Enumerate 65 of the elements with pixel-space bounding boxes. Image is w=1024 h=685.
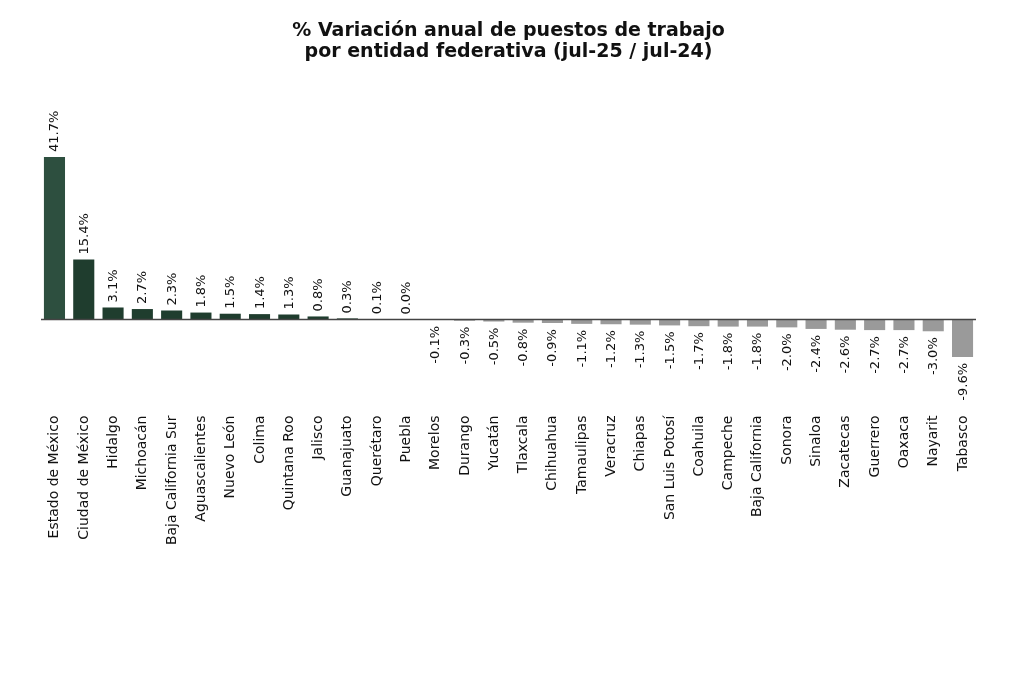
data-label: -0.3% [456, 326, 472, 365]
data-label: -2.4% [808, 334, 824, 373]
x-tick-label: Tamaulipas [572, 415, 589, 495]
data-label: -9.6% [954, 363, 970, 401]
data-label: 0.1% [368, 281, 384, 315]
x-tick-label: Baja California Sur [162, 415, 179, 546]
data-label: -1.8% [749, 332, 765, 371]
data-label: -0.1% [427, 325, 443, 364]
data-label: -2.0% [778, 333, 794, 372]
data-label: 1.4% [251, 276, 267, 310]
text: % Variación anual de puestos de trabajo [292, 17, 725, 40]
x-tick-label: Yucatán [484, 415, 501, 472]
data-label: 15.4% [75, 213, 91, 255]
data-label: -1.5% [661, 331, 677, 370]
data-label: 3.1% [105, 269, 121, 303]
x-tick-label: Tabasco [953, 415, 970, 473]
x-tick-label: Puebla [396, 415, 413, 463]
x-tick-label: Durango [455, 415, 472, 476]
x-tick-label: Baja California [748, 415, 765, 518]
x-tick-label: Ciudad de México [74, 415, 91, 540]
data-label: -2.7% [866, 336, 882, 374]
data-label: -1.3% [632, 330, 648, 369]
x-tick-label: Coahuila [689, 415, 706, 477]
x-tick-label: Zacatecas [836, 415, 853, 488]
x-tick-label: Veracruz [602, 415, 619, 477]
x-tick-label: Aguascalientes [191, 415, 208, 522]
data-label: -0.8% [515, 328, 531, 367]
x-tick-label: Nuevo León [221, 415, 238, 499]
data-label: -0.5% [485, 327, 501, 366]
data-label: 2.7% [134, 271, 150, 305]
data-label: -1.8% [720, 332, 736, 371]
x-tick-label: Sonora [777, 415, 794, 465]
x-tick-label: Colima [250, 415, 267, 464]
x-tick-label: Guerrero [865, 415, 882, 478]
data-label: -1.1% [573, 329, 589, 368]
x-tick-label: San Luis Potosí [660, 414, 677, 521]
data-label: 41.7% [46, 110, 62, 152]
x-tick-label: Chihuahua [543, 415, 560, 491]
data-label: 1.3% [280, 276, 296, 310]
x-tick-label: Guanajuato [338, 415, 355, 497]
data-label: 1.8% [192, 274, 208, 308]
data-label: 1.5% [222, 275, 238, 309]
x-tick-label: Nayarit [924, 415, 941, 467]
x-tick-label: Campeche [719, 415, 736, 491]
data-label: -2.6% [837, 335, 853, 374]
x-tick-label: Quintana Roo [279, 415, 296, 511]
x-tick-label: Michoacán [133, 415, 150, 491]
data-label: -1.7% [690, 332, 706, 370]
data-label: -2.7% [895, 336, 911, 374]
x-tick-label: Estado de México [45, 415, 62, 539]
data-label: -3.0% [925, 337, 941, 375]
data-label: 0.0% [397, 281, 413, 315]
x-tick-label: Oaxaca [894, 415, 911, 469]
x-tick-label: Morelos [426, 415, 443, 470]
data-label: 0.3% [339, 280, 355, 314]
x-tick-label: Hidalgo [104, 415, 121, 469]
x-tick-label: Chiapas [631, 415, 648, 472]
data-label: -1.2% [603, 330, 619, 368]
data-label: 0.8% [310, 278, 326, 312]
data-label: -0.9% [544, 329, 560, 367]
data-label: 2.3% [163, 272, 179, 306]
x-tick-label: Tlaxcala [514, 415, 531, 475]
x-tick-label: Querétaro [367, 415, 384, 487]
x-tick-label: Jalisco [309, 415, 326, 461]
x-tick-label: Sinaloa [807, 415, 824, 467]
